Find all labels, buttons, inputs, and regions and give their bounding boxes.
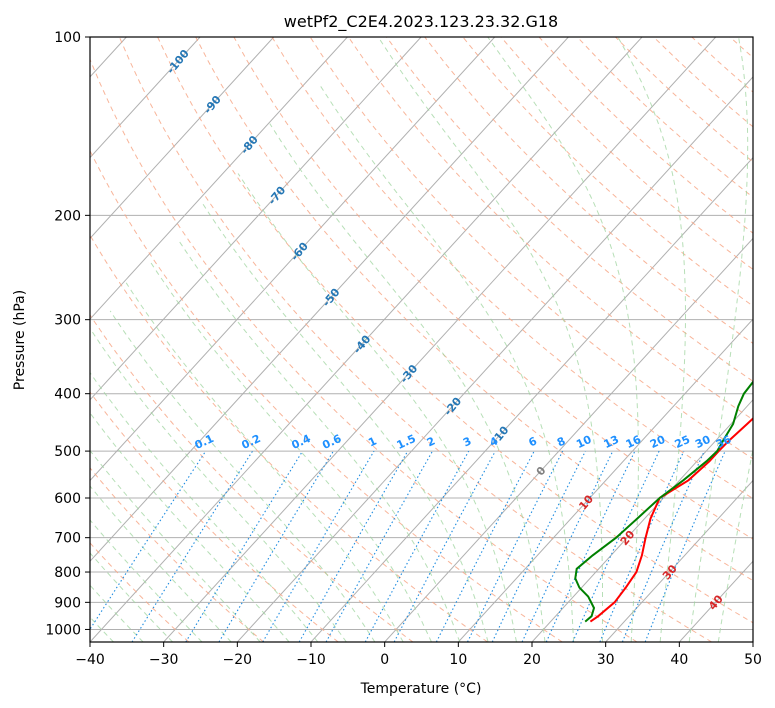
moist-adiabat-line	[125, 282, 404, 642]
moist-adiabat-line	[237, 173, 517, 642]
mixing-ratio-label: 16	[624, 433, 644, 451]
mixing-ratio-label: 10	[574, 433, 594, 451]
mixing-ratio-line	[644, 450, 726, 642]
mixing-ratio-line	[185, 450, 304, 642]
dry-adiabat-line	[347, 37, 753, 421]
moist-adiabat-line	[90, 485, 232, 642]
x-tick-label: 50	[744, 652, 762, 668]
mixing-ratio-line	[364, 450, 470, 642]
plot-background	[90, 37, 753, 642]
x-tick-label: −10	[296, 652, 326, 668]
moist-adiabat-line	[318, 83, 575, 642]
x-tick-label: 20	[523, 652, 541, 668]
sounding-profiles	[574, 380, 753, 623]
dry-adiabat-line	[271, 37, 753, 500]
dry-adiabat-line	[157, 37, 753, 624]
dewpoint-profile-line	[574, 380, 753, 623]
moist-adiabat-line	[717, 446, 753, 642]
isotherm-line	[236, 76, 753, 642]
isotherm-line	[90, 37, 275, 240]
plot-frame	[89, 36, 754, 643]
isotherm-line	[90, 37, 496, 482]
moist-adiabats	[90, 37, 753, 642]
mixing-ratio-label: 25	[673, 433, 692, 451]
dry-adiabat-line	[233, 37, 753, 540]
moist-adiabat-line	[90, 371, 319, 642]
dry-adiabat-line	[90, 313, 414, 642]
x-tick-label: 0	[380, 652, 389, 668]
y-tick-label: 500	[54, 444, 81, 460]
y-axis-ticks: 100 200 300 400 500 600 700 800 900 1000	[45, 30, 90, 638]
dry-adiabat-line	[90, 149, 563, 642]
dry-adiabat-line	[462, 37, 753, 307]
isotherm-line	[90, 37, 643, 642]
moist-adiabat-line	[201, 201, 489, 642]
moist-adiabat-line	[177, 239, 461, 642]
isotherm-line	[310, 156, 753, 642]
y-tick-label: 900	[54, 595, 81, 611]
skewed-isotherm-grid	[90, 37, 753, 642]
mixing-ratio-line	[393, 450, 496, 642]
x-tick-label: 40	[670, 652, 688, 668]
moist-adiabat-line	[90, 327, 347, 642]
dry-adiabat-line	[195, 37, 753, 582]
moist-adiabat-line	[487, 37, 639, 642]
moist-adiabat-line	[377, 37, 603, 642]
moist-adiabat-line	[90, 519, 203, 642]
y-tick-label: 300	[54, 313, 81, 329]
dry-adiabat-line	[386, 37, 753, 382]
x-tick-label: −20	[223, 652, 253, 668]
moist-adiabat-line	[90, 449, 261, 642]
mixing-ratio-line	[90, 450, 207, 631]
isotherm-line	[90, 37, 348, 320]
x-tick-label: 30	[597, 652, 615, 668]
dry-adiabats	[90, 37, 753, 642]
moist-adiabat-line	[150, 262, 432, 642]
mixing-ratio-line	[325, 450, 433, 642]
mixing-ratio-label: 36	[714, 433, 734, 451]
moist-adiabat-line	[90, 616, 114, 642]
x-tick-label: 10	[449, 652, 467, 668]
x-axis-ticks: −40 −30 −20 −10 0 10 20 30 40 50	[75, 642, 762, 668]
moist-adiabat-line	[688, 37, 749, 642]
y-tick-label: 100	[54, 30, 81, 46]
x-tick-label: −40	[75, 652, 105, 668]
x-axis-title: Temperature (°C)	[360, 681, 482, 697]
isotherm-line	[384, 237, 753, 642]
mixing-ratio-line	[621, 450, 705, 642]
dry-adiabat-line	[90, 467, 264, 642]
y-tick-label: 400	[54, 387, 81, 403]
mixing-ratio-line	[131, 450, 254, 642]
isotherm-line	[531, 399, 753, 642]
mixing-ratio-line	[467, 450, 564, 642]
y-tick-label: 700	[54, 531, 81, 547]
dry-adiabat-line	[90, 234, 488, 642]
moist-adiabat-line	[269, 123, 546, 642]
y-tick-label: 200	[54, 208, 81, 224]
chart-title: wetPf2_C2E4.2023.123.23.32.G18	[284, 12, 558, 32]
isotherm-line	[605, 479, 753, 642]
isotherm-line	[457, 318, 753, 642]
x-tick-label: −30	[149, 652, 179, 668]
y-tick-label: 800	[54, 565, 81, 581]
isotherm-line	[163, 37, 717, 642]
y-tick-label: 600	[54, 491, 81, 507]
mixing-ratio-label: 20	[648, 433, 668, 451]
isotherm-line	[90, 37, 422, 401]
mixing-ratio-label: 30	[693, 433, 713, 451]
moist-adiabat-line	[109, 310, 376, 642]
temperature-profile-line	[589, 417, 753, 623]
y-tick-label: 1000	[45, 622, 81, 638]
isotherm-line	[90, 37, 201, 159]
mixing-ratio-line	[572, 450, 660, 642]
mixing-ratio-lines	[90, 450, 726, 642]
y-axis-title: Pressure (hPa)	[12, 290, 28, 390]
mixing-ratio-label: 13	[602, 433, 621, 451]
